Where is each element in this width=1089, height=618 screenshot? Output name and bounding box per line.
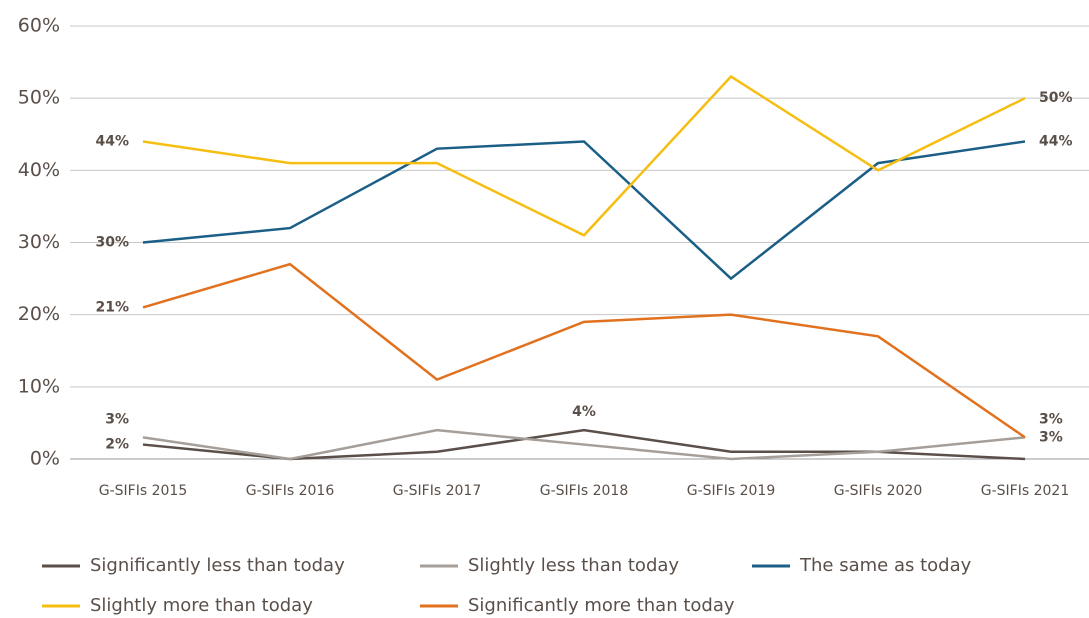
x-tick-label: G-SIFIs 2017 [393, 483, 481, 499]
y-tick-label: 10% [18, 375, 60, 397]
x-tick-label: G-SIFIs 2020 [834, 483, 922, 499]
y-tick-label: 0% [30, 448, 60, 470]
series-line [142, 74, 1026, 237]
value-label: 21% [95, 299, 129, 315]
value-label: 2% [105, 437, 129, 453]
legend-label: Significantly less than today [90, 555, 345, 576]
value-label: 3% [1039, 429, 1063, 445]
legend-label: The same as today [799, 555, 972, 576]
value-label: 50% [1039, 90, 1073, 106]
value-label: 30% [95, 235, 129, 251]
value-label: 3% [1039, 411, 1063, 427]
y-tick-label: 50% [18, 87, 60, 109]
y-tick-label: 40% [18, 159, 60, 181]
value-label: 44% [95, 133, 129, 149]
series-line [142, 262, 1026, 439]
y-tick-label: 30% [18, 231, 60, 253]
legend-label: Slightly less than today [468, 555, 679, 576]
legend-label: Significantly more than today [468, 595, 735, 616]
value-label: 44% [1039, 133, 1073, 149]
x-tick-label: G-SIFIs 2021 [981, 483, 1069, 499]
value-label: 3% [105, 411, 129, 427]
series-line [142, 140, 1026, 281]
y-tick-label: 20% [18, 303, 60, 325]
x-tick-label: G-SIFIs 2015 [99, 483, 187, 499]
value-label: 4% [572, 404, 596, 420]
series-line [142, 428, 1026, 461]
x-tick-label: G-SIFIs 2019 [687, 483, 775, 499]
legend-label: Slightly more than today [90, 595, 313, 616]
x-tick-label: G-SIFIs 2016 [246, 483, 335, 499]
y-tick-label: 60% [18, 15, 60, 37]
x-tick-label: G-SIFIs 2018 [540, 483, 628, 499]
